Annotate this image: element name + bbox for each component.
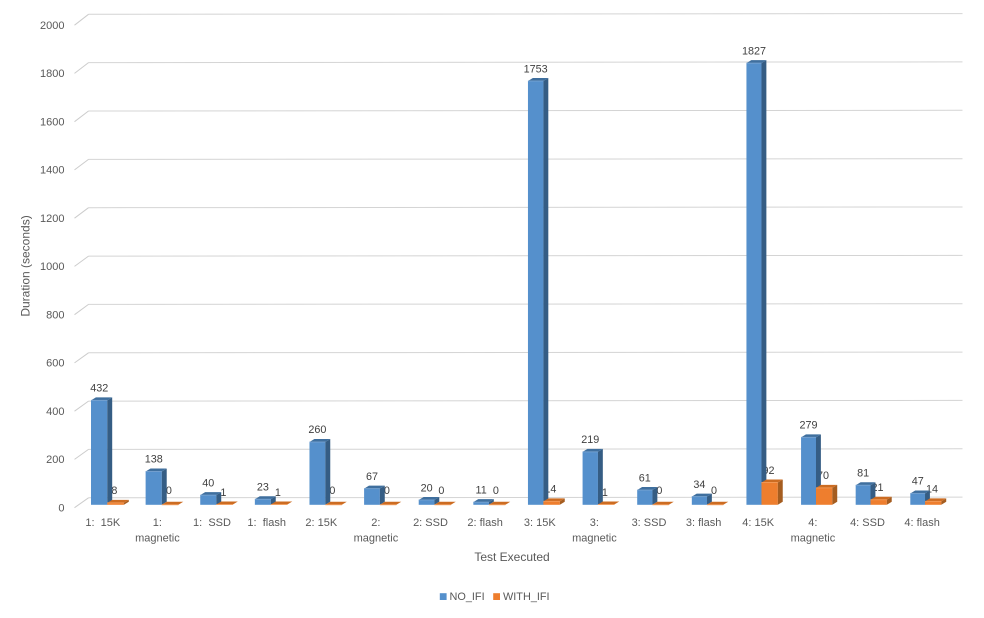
svg-text:3:: 3: [590, 517, 599, 529]
svg-text:1753: 1753 [524, 63, 548, 75]
svg-text:magnetic: magnetic [354, 532, 399, 544]
svg-text:1: SSD: 1: SSD [193, 517, 231, 529]
svg-text:400: 400 [46, 406, 64, 418]
svg-text:2: flash: 2: flash [467, 517, 502, 529]
svg-text:279: 279 [799, 420, 817, 432]
svg-text:1: 1 [602, 487, 608, 499]
svg-text:138: 138 [145, 454, 163, 466]
svg-text:1: 1 [275, 487, 281, 499]
svg-text:600: 600 [46, 358, 64, 370]
svg-text:1800: 1800 [40, 68, 64, 80]
svg-text:219: 219 [581, 434, 599, 446]
svg-text:800: 800 [46, 309, 64, 321]
svg-text:magnetic: magnetic [791, 532, 836, 544]
svg-text:0: 0 [493, 485, 499, 497]
svg-text:11: 11 [475, 484, 486, 496]
svg-text:1000: 1000 [40, 261, 64, 273]
svg-text:2: 15K: 2: 15K [305, 517, 337, 529]
svg-text:1: 15K: 1: 15K [85, 517, 121, 529]
svg-text:4:: 4: [808, 517, 817, 529]
svg-text:61: 61 [639, 472, 651, 484]
svg-text:200: 200 [46, 454, 64, 466]
svg-text:8: 8 [111, 485, 117, 497]
svg-text:1:: 1: [153, 517, 162, 529]
svg-text:1: 1 [220, 487, 226, 499]
svg-text:2:: 2: [371, 517, 380, 529]
svg-text:0: 0 [656, 485, 662, 497]
svg-text:0: 0 [329, 485, 335, 497]
svg-text:34: 34 [693, 479, 705, 491]
svg-text:1200: 1200 [40, 213, 64, 225]
svg-text:47: 47 [912, 476, 924, 488]
svg-text:0: 0 [166, 485, 172, 497]
svg-text:3: 15K: 3: 15K [524, 517, 556, 529]
svg-text:81: 81 [857, 468, 869, 480]
svg-text:1: flash: 1: flash [247, 517, 286, 529]
svg-text:WITH_IFI: WITH_IFI [503, 591, 550, 603]
svg-text:Duration (seconds): Duration (seconds) [18, 215, 32, 316]
svg-text:0: 0 [58, 502, 64, 514]
svg-text:4: flash: 4: flash [904, 517, 939, 529]
svg-text:magnetic: magnetic [135, 532, 180, 544]
svg-text:3: flash: 3: flash [686, 517, 721, 529]
svg-text:23: 23 [257, 482, 269, 494]
svg-text:magnetic: magnetic [572, 532, 617, 544]
svg-text:Test Executed: Test Executed [474, 550, 549, 564]
svg-text:1827: 1827 [742, 45, 766, 57]
svg-text:20: 20 [421, 482, 433, 494]
svg-text:260: 260 [308, 424, 326, 436]
svg-text:2: SSD: 2: SSD [413, 517, 448, 529]
svg-text:0: 0 [711, 485, 717, 497]
svg-text:0: 0 [384, 485, 390, 497]
svg-text:NO_IFI: NO_IFI [450, 591, 485, 603]
svg-text:0: 0 [438, 485, 444, 497]
svg-text:67: 67 [366, 471, 378, 483]
svg-text:1400: 1400 [40, 165, 64, 177]
svg-text:1600: 1600 [40, 116, 64, 128]
svg-text:4: 15K: 4: 15K [742, 517, 774, 529]
svg-text:4: SSD: 4: SSD [850, 517, 885, 529]
svg-text:3: SSD: 3: SSD [632, 517, 667, 529]
svg-text:2000: 2000 [40, 20, 64, 32]
svg-text:40: 40 [202, 477, 214, 489]
svg-text:432: 432 [90, 383, 108, 395]
